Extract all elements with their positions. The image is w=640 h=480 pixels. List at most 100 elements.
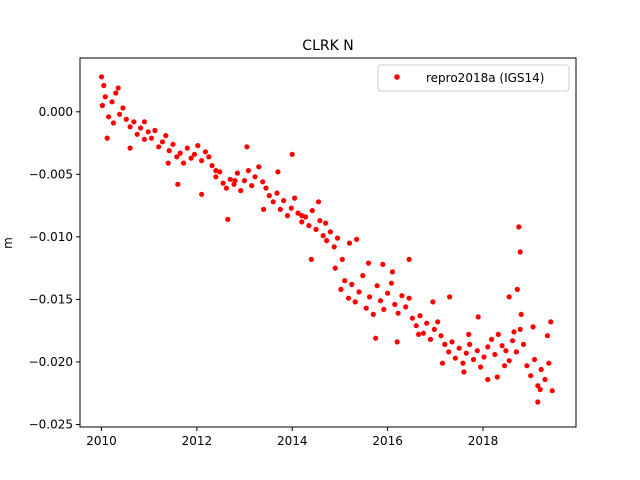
data-point <box>478 364 484 370</box>
data-point <box>489 336 495 342</box>
data-point <box>503 348 509 354</box>
data-point <box>517 326 523 332</box>
data-point <box>389 269 395 275</box>
data-point <box>109 99 115 105</box>
data-point <box>323 220 329 226</box>
data-point <box>535 383 541 389</box>
data-point <box>395 310 401 316</box>
data-point <box>102 94 108 100</box>
data-point <box>163 133 169 139</box>
data-point <box>127 145 133 151</box>
data-point <box>306 223 312 229</box>
data-point <box>98 74 105 80</box>
data-point <box>463 350 469 356</box>
data-point <box>506 358 512 364</box>
data-point <box>449 339 455 345</box>
data-point <box>260 179 266 185</box>
data-point <box>516 224 522 230</box>
data-point <box>466 331 472 337</box>
data-point <box>315 199 322 205</box>
data-point <box>430 299 436 305</box>
data-point <box>365 260 372 266</box>
data-point <box>485 344 491 350</box>
data-point <box>334 235 341 241</box>
data-point <box>373 335 379 341</box>
data-point <box>499 343 505 349</box>
data-point <box>175 181 181 187</box>
data-point <box>152 127 158 134</box>
data-point <box>439 360 446 366</box>
legend: repro2018a (IGS14) <box>377 64 570 92</box>
data-point <box>530 324 536 330</box>
data-point <box>327 229 333 235</box>
data-point <box>110 120 116 126</box>
data-point <box>446 349 452 355</box>
data-point <box>320 233 326 239</box>
data-point <box>324 238 330 244</box>
data-point <box>213 168 219 174</box>
data-point <box>406 295 412 301</box>
data-point <box>223 185 229 191</box>
data-point <box>317 218 323 224</box>
data-point <box>177 150 183 156</box>
data-point <box>123 116 129 122</box>
data-point <box>431 326 437 332</box>
data-point <box>461 369 467 375</box>
data-point <box>213 174 219 180</box>
legend-box <box>377 64 570 92</box>
data-point <box>435 319 441 325</box>
y-axis-label: m <box>1 237 15 249</box>
y-tick-label: −0.020 <box>29 355 73 369</box>
data-point <box>475 314 481 320</box>
data-point <box>438 333 444 339</box>
data-point <box>225 216 231 222</box>
x-tick-label: 2016 <box>372 434 403 448</box>
data-point <box>377 298 384 304</box>
legend-marker <box>394 74 400 80</box>
data-point <box>495 331 501 337</box>
data-point <box>199 191 205 197</box>
data-point <box>232 178 238 184</box>
data-point <box>184 145 190 151</box>
data-point <box>238 188 244 194</box>
data-point <box>277 206 283 212</box>
data-point <box>249 183 255 189</box>
data-point <box>518 311 524 317</box>
data-point <box>366 294 373 300</box>
data-point <box>409 315 415 321</box>
x-axis: 2010 2012 2014 2016 2018 <box>86 427 498 448</box>
data-point <box>442 341 448 347</box>
data-point <box>517 249 523 255</box>
data-point <box>385 290 391 296</box>
data-point <box>342 278 348 284</box>
data-point <box>511 329 517 335</box>
data-point <box>117 111 123 117</box>
data-point <box>485 376 491 383</box>
data-point <box>275 169 281 175</box>
data-point <box>528 373 534 379</box>
data-point <box>546 360 552 366</box>
data-point <box>245 168 251 174</box>
data-point <box>308 256 314 262</box>
data-point <box>188 155 194 161</box>
data-point <box>356 289 362 295</box>
data-point <box>537 386 543 393</box>
data-points <box>98 74 555 405</box>
data-point <box>381 306 387 312</box>
data-point <box>227 176 233 182</box>
data-point <box>494 374 500 380</box>
data-point <box>394 339 400 345</box>
y-axis: 0.000 −0.005 −0.010 −0.015 −0.020 −0.025 <box>29 105 80 431</box>
data-point <box>106 114 112 120</box>
data-point <box>101 82 107 89</box>
x-tick-label: 2014 <box>277 434 308 448</box>
data-point <box>141 136 147 142</box>
data-point <box>284 213 291 219</box>
data-point <box>332 265 338 271</box>
data-point <box>191 151 198 157</box>
data-point <box>417 313 423 319</box>
y-tick-label: −0.005 <box>29 167 73 181</box>
data-point <box>531 356 538 363</box>
data-point <box>544 333 551 339</box>
data-point <box>363 305 369 311</box>
